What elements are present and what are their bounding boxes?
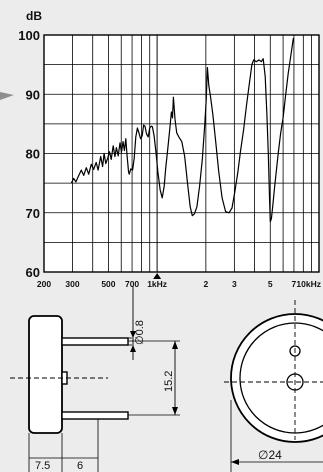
x-tick-label: 500 [101, 279, 115, 289]
left-arrow-icon [0, 92, 14, 100]
side-view-drawing [10, 286, 180, 472]
y-tick-label: 70 [26, 206, 40, 221]
body-diameter-label: ∅24 [258, 448, 282, 462]
x-tick-label: 2 [203, 279, 208, 289]
y-tick-label: 100 [18, 28, 40, 43]
x-tick-label: 200 [37, 279, 51, 289]
x-tick-label: 3 [232, 279, 237, 289]
pin-upper [61, 337, 129, 346]
body-height-label: 7.5 [35, 460, 50, 472]
pin-diameter-label: ∅0.8 [134, 320, 146, 345]
x-tick-label: 10kHz [296, 279, 321, 289]
x-tick-label: 300 [65, 279, 79, 289]
y-tick-label: 60 [26, 265, 40, 280]
pin-spacing-label: 15.2 [163, 371, 175, 392]
x-tick-label: 5 [268, 279, 273, 289]
buzzer-body-front [230, 313, 323, 443]
pin-lower [61, 411, 129, 420]
pin-length-label: 6 [77, 460, 83, 472]
frequency-response-chart: 60 70 80 90 100 200 300 500 700 1kHz 2 3 5 7 10kHz dB [0, 9, 321, 289]
y-tick-label: 80 [26, 147, 40, 162]
reference-marker-icon [153, 273, 162, 279]
chart-series [70, 37, 294, 223]
response-curve [70, 37, 294, 223]
x-tick-label: 1kHz [147, 279, 167, 289]
x-tick-label: 700 [125, 279, 139, 289]
buzzer-body-side [28, 315, 63, 434]
chart-ticks: 60 70 80 90 100 200 300 500 700 1kHz 2 3 5 7 10kHz [18, 28, 321, 289]
plot-frame [43, 34, 320, 273]
y-tick-label: 90 [26, 87, 40, 102]
front-view-drawing [224, 300, 323, 472]
y-axis-label: dB [26, 9, 42, 23]
x-tick-label: 7 [292, 279, 297, 289]
